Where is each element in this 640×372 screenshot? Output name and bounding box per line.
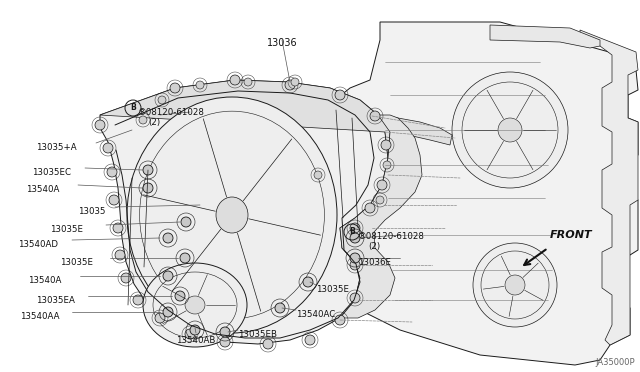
Circle shape <box>220 327 230 337</box>
Circle shape <box>350 253 360 263</box>
Circle shape <box>113 223 123 233</box>
Circle shape <box>133 295 143 305</box>
Circle shape <box>350 260 360 270</box>
Circle shape <box>181 217 191 227</box>
Circle shape <box>291 78 299 86</box>
Circle shape <box>335 315 345 325</box>
Circle shape <box>376 196 384 204</box>
Text: 13035EA: 13035EA <box>36 296 75 305</box>
Circle shape <box>350 223 360 233</box>
Circle shape <box>452 72 568 188</box>
Text: ®08120-61028: ®08120-61028 <box>138 108 205 117</box>
Text: 13540A: 13540A <box>28 276 61 285</box>
Circle shape <box>143 165 153 175</box>
Circle shape <box>383 161 391 169</box>
Circle shape <box>381 140 391 150</box>
Circle shape <box>103 143 113 153</box>
Text: (2): (2) <box>148 118 160 127</box>
Text: 13540AD: 13540AD <box>18 240 58 249</box>
Polygon shape <box>100 80 452 158</box>
Circle shape <box>303 277 313 287</box>
Circle shape <box>170 83 180 93</box>
Text: 13035EC: 13035EC <box>32 168 71 177</box>
Circle shape <box>180 253 190 263</box>
Circle shape <box>155 313 165 323</box>
Text: 13035E: 13035E <box>50 225 83 234</box>
Circle shape <box>185 329 195 339</box>
Text: B: B <box>130 103 136 112</box>
Text: 13035: 13035 <box>78 207 106 216</box>
Text: FRONT: FRONT <box>550 230 593 240</box>
Circle shape <box>473 243 557 327</box>
Ellipse shape <box>216 197 248 233</box>
Circle shape <box>335 90 345 100</box>
Circle shape <box>350 233 360 243</box>
Circle shape <box>109 195 119 205</box>
Circle shape <box>139 116 147 124</box>
Text: 13540AB: 13540AB <box>176 336 216 345</box>
Circle shape <box>163 271 173 281</box>
Circle shape <box>244 78 252 86</box>
Circle shape <box>190 325 200 335</box>
Polygon shape <box>318 22 638 365</box>
Circle shape <box>365 203 375 213</box>
Text: 13540AC: 13540AC <box>296 310 335 319</box>
Circle shape <box>220 337 230 347</box>
Circle shape <box>314 171 322 179</box>
Circle shape <box>350 293 360 303</box>
Circle shape <box>121 273 131 283</box>
Text: 13540AA: 13540AA <box>20 312 60 321</box>
Ellipse shape <box>185 296 205 314</box>
Circle shape <box>305 335 315 345</box>
Text: 13035E: 13035E <box>316 285 349 294</box>
Ellipse shape <box>127 97 337 333</box>
Circle shape <box>95 120 105 130</box>
Circle shape <box>196 81 204 89</box>
Circle shape <box>275 303 285 313</box>
Circle shape <box>377 180 387 190</box>
Polygon shape <box>100 80 388 344</box>
Circle shape <box>505 275 525 295</box>
Polygon shape <box>340 115 422 318</box>
Circle shape <box>285 80 295 90</box>
Ellipse shape <box>143 263 247 347</box>
Circle shape <box>163 307 173 317</box>
Text: ®08120-61028: ®08120-61028 <box>358 232 425 241</box>
Text: B: B <box>349 228 355 237</box>
Circle shape <box>115 250 125 260</box>
Circle shape <box>263 339 273 349</box>
Text: 13035E: 13035E <box>60 258 93 267</box>
Circle shape <box>230 75 240 85</box>
Text: JA35000P: JA35000P <box>595 358 635 367</box>
Text: 13540A: 13540A <box>26 185 60 194</box>
Polygon shape <box>490 25 600 48</box>
Text: (2): (2) <box>368 242 380 251</box>
Circle shape <box>175 291 185 301</box>
Text: 13036: 13036 <box>267 38 298 48</box>
Circle shape <box>498 118 522 142</box>
Text: 13035+A: 13035+A <box>36 143 77 152</box>
Polygon shape <box>580 30 638 345</box>
Circle shape <box>158 96 166 104</box>
Text: 13036E: 13036E <box>358 258 391 267</box>
Circle shape <box>143 183 153 193</box>
Text: 13035EB: 13035EB <box>238 330 277 339</box>
Circle shape <box>163 233 173 243</box>
Circle shape <box>107 167 117 177</box>
Circle shape <box>370 111 380 121</box>
